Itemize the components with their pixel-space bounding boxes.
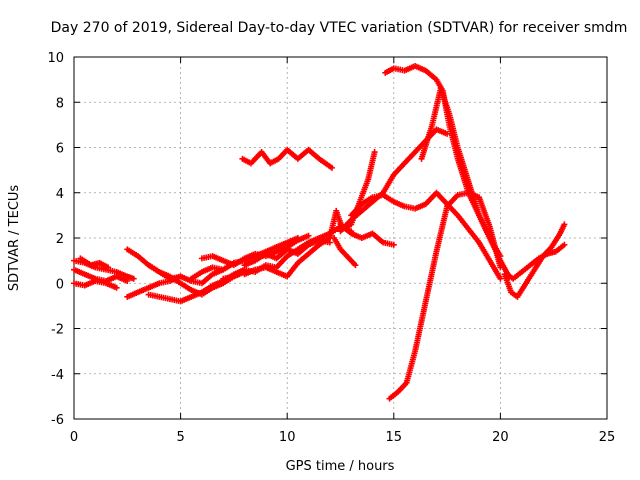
grid-lines	[74, 57, 607, 419]
data-marker	[497, 253, 504, 260]
y-tick-labels: -6 -4 -2 0 2 4 6 8 10	[47, 51, 64, 428]
data-marker	[113, 284, 120, 291]
data-marker	[105, 264, 112, 271]
series-trace-15	[326, 149, 378, 241]
y-tick-label: 4	[56, 187, 64, 202]
data-marker	[561, 241, 568, 248]
x-tick-label: 25	[599, 430, 616, 445]
x-tick-label: 5	[176, 430, 184, 445]
y-tick-label: 2	[56, 232, 64, 247]
data-series	[71, 63, 568, 402]
data-marker	[124, 277, 131, 284]
x-tick-label: 0	[70, 430, 78, 445]
series-trace-14	[239, 146, 335, 171]
data-marker	[497, 275, 504, 282]
data-marker	[130, 275, 137, 282]
x-tick-label: 15	[386, 430, 403, 445]
chart-title: Day 270 of 2019, Sidereal Day-to-day VTE…	[51, 20, 628, 36]
y-axis-label: SDTVAR / TECUs	[7, 185, 22, 292]
x-axis-label: GPS time / hours	[286, 459, 395, 474]
y-tick-label: 0	[56, 277, 64, 292]
y-tick-label: -2	[51, 323, 64, 338]
data-marker	[305, 232, 312, 239]
series-trace-19	[348, 189, 504, 282]
x-tick-label: 20	[492, 430, 509, 445]
y-tick-label: 10	[47, 51, 64, 66]
series-trace-2	[71, 266, 131, 284]
data-marker	[390, 241, 397, 248]
data-marker	[561, 221, 568, 228]
series-trace-3	[71, 277, 120, 291]
y-tick-label: 6	[56, 142, 64, 157]
y-tick-label: -6	[51, 413, 64, 428]
x-tick-label: 10	[279, 430, 296, 445]
data-marker	[352, 262, 359, 269]
series-trace-17	[331, 235, 359, 269]
axis-ticks	[73, 56, 608, 420]
y-tick-label: -4	[51, 368, 64, 383]
data-marker	[371, 149, 378, 156]
series-trace-13	[241, 237, 333, 269]
data-marker	[328, 164, 335, 171]
series-trace-4	[77, 255, 112, 271]
x-tick-labels: 0 5 10 15 20 25	[70, 430, 615, 445]
series-trace-18	[337, 126, 451, 235]
series-trace-24	[503, 241, 568, 282]
series-trace-20	[386, 189, 504, 402]
series-trace-22	[418, 85, 504, 260]
y-tick-label: 8	[56, 96, 64, 111]
